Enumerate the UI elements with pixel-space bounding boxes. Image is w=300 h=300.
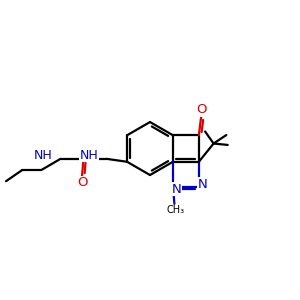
Text: N: N (198, 178, 208, 191)
Text: NH: NH (34, 149, 52, 162)
Text: O: O (196, 103, 206, 116)
Text: N: N (172, 183, 182, 196)
Text: CH₃: CH₃ (167, 206, 185, 215)
Text: NH: NH (80, 149, 98, 162)
Text: O: O (77, 176, 87, 190)
